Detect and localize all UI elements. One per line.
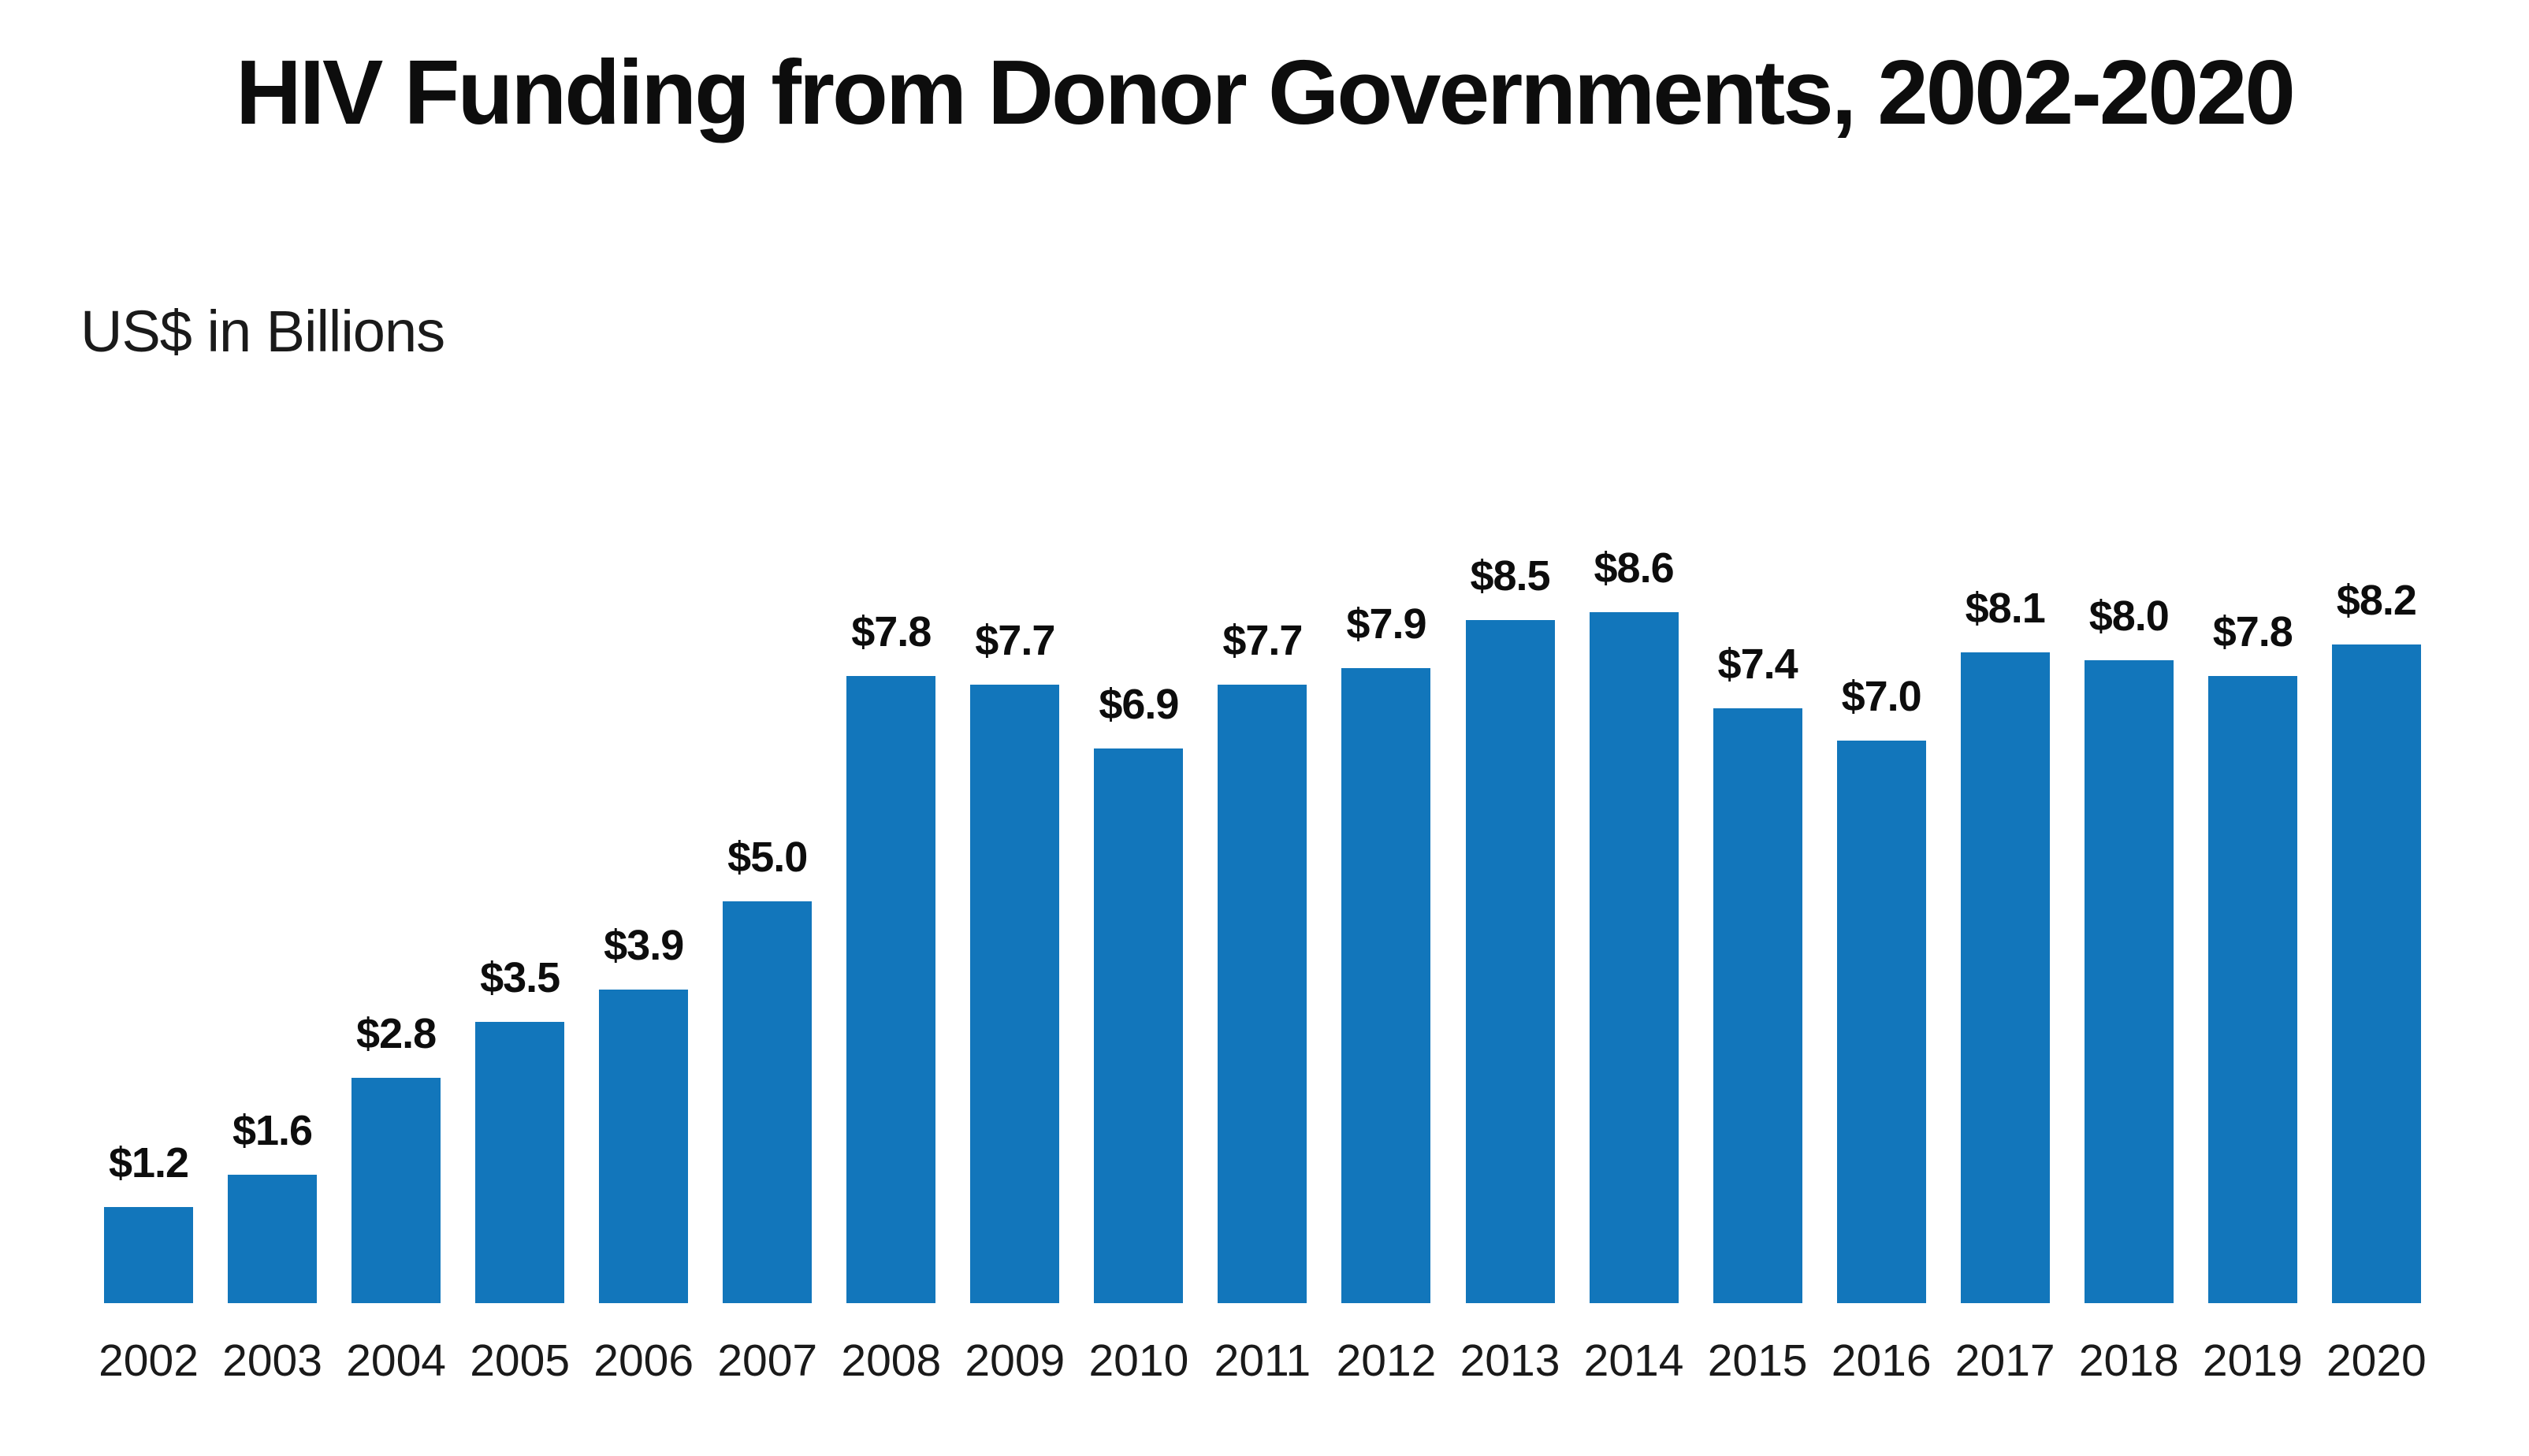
x-axis-tick-label: 2013 — [1460, 1335, 1560, 1386]
bar-column-2018: $8.0 2018 — [2079, 592, 2179, 1387]
bar-column-2014: $8.6 2014 — [1584, 544, 1684, 1387]
x-axis-tick-label: 2003 — [222, 1335, 322, 1386]
bar-column-2015: $7.4 2015 — [1708, 640, 1808, 1387]
bar-rect-2014 — [1589, 612, 1679, 1303]
x-axis-tick-label: 2006 — [593, 1335, 694, 1386]
bar-rect-2007 — [723, 901, 813, 1303]
bar-rect-2002 — [104, 1207, 193, 1303]
x-axis-tick-label: 2007 — [717, 1335, 818, 1386]
bar-column-2020: $8.2 2020 — [2326, 576, 2427, 1387]
bar-value-label: $5.0 — [727, 833, 808, 881]
bar-rect-2016 — [1836, 741, 1926, 1303]
bar-value-label: $8.6 — [1594, 544, 1675, 592]
chart-subtitle: US$ in Billions — [80, 299, 445, 364]
x-axis-tick-label: 2011 — [1214, 1335, 1311, 1386]
bar-rect-2013 — [1465, 620, 1555, 1303]
bar-value-label: $1.6 — [232, 1106, 313, 1154]
x-axis-tick-label: 2005 — [470, 1335, 571, 1386]
bar-value-label: $8.1 — [1965, 584, 2046, 632]
x-axis-tick-label: 2019 — [2202, 1335, 2303, 1386]
chart-title: HIV Funding from Donor Governments, 2002… — [236, 41, 2296, 143]
bar-chart-plot-area: $1.2 2002 $1.6 2003 $2.8 2004 $3.5 2005 $3.9 2006… — [99, 544, 2427, 1387]
bar-column-2013: $8.5 2013 — [1460, 552, 1560, 1387]
x-axis-tick-label: 2017 — [1954, 1335, 2055, 1386]
bar-column-2010: $6.9 2010 — [1088, 680, 1188, 1387]
bar-column-2006: $3.9 2006 — [593, 921, 694, 1387]
bar-value-label: $7.8 — [2212, 607, 2293, 656]
bar-value-label: $8.2 — [2336, 576, 2417, 624]
bar-column-2002: $1.2 2002 — [99, 1138, 199, 1387]
bar-column-2011: $7.7 2011 — [1214, 616, 1311, 1387]
x-axis-tick-label: 2018 — [2078, 1335, 2179, 1386]
bar-column-2016: $7.0 2016 — [1832, 672, 1932, 1387]
x-axis-tick-label: 2016 — [1831, 1335, 1932, 1386]
x-axis-tick-label: 2012 — [1336, 1335, 1437, 1386]
bar-rect-2008 — [846, 676, 936, 1303]
bar-column-2004: $2.8 2004 — [346, 1009, 446, 1387]
bar-rect-2012 — [1341, 668, 1431, 1303]
bar-rect-2011 — [1218, 685, 1307, 1303]
x-axis-tick-label: 2004 — [346, 1335, 446, 1386]
bar-column-2017: $8.1 2017 — [1955, 584, 2055, 1387]
bar-value-label: $1.2 — [108, 1138, 189, 1187]
x-axis-tick-label: 2010 — [1088, 1335, 1189, 1386]
bar-value-label: $3.9 — [604, 921, 684, 969]
bar-value-label: $8.5 — [1470, 552, 1550, 600]
bar-rect-2015 — [1713, 708, 1802, 1303]
x-axis-tick-label: 2009 — [965, 1335, 1066, 1386]
bar-value-label: $8.0 — [2088, 592, 2170, 640]
bar-value-label: $7.9 — [1346, 600, 1426, 648]
bar-rect-2010 — [1094, 748, 1184, 1303]
bar-rect-2006 — [599, 990, 689, 1303]
x-axis-tick-label: 2008 — [841, 1335, 942, 1386]
bar-rect-2017 — [1960, 652, 2050, 1303]
bar-column-2007: $5.0 2007 — [717, 833, 817, 1387]
bar-value-label: $2.8 — [356, 1009, 437, 1057]
bar-value-label: $6.9 — [1099, 680, 1179, 728]
bar-rect-2019 — [2207, 676, 2297, 1303]
bar-rect-2003 — [228, 1175, 318, 1303]
bar-column-2019: $7.8 2019 — [2203, 607, 2303, 1387]
bar-column-2008: $7.8 2008 — [841, 607, 941, 1387]
bar-value-label: $7.4 — [1717, 640, 1798, 688]
bar-rect-2004 — [351, 1078, 441, 1303]
bar-value-label: $7.7 — [975, 616, 1055, 664]
bar-column-2005: $3.5 2005 — [470, 953, 570, 1387]
bar-value-label: $7.0 — [1841, 672, 1922, 720]
bar-value-label: $7.8 — [851, 607, 932, 656]
bar-rect-2005 — [475, 1022, 565, 1303]
bar-rect-2018 — [2084, 660, 2174, 1303]
bar-column-2003: $1.6 2003 — [222, 1106, 322, 1387]
bar-value-label: $3.5 — [480, 953, 560, 1001]
x-axis-tick-label: 2020 — [2326, 1335, 2427, 1386]
bar-rect-2020 — [2331, 644, 2421, 1303]
bar-column-2009: $7.7 2009 — [965, 616, 1065, 1387]
x-axis-tick-label: 2015 — [1707, 1335, 1808, 1386]
x-axis-tick-label: 2014 — [1583, 1335, 1684, 1386]
bar-value-label: $7.7 — [1222, 616, 1303, 664]
bar-column-2012: $7.9 2012 — [1337, 600, 1437, 1387]
bar-rect-2009 — [970, 685, 1060, 1303]
x-axis-tick-label: 2002 — [99, 1335, 199, 1386]
